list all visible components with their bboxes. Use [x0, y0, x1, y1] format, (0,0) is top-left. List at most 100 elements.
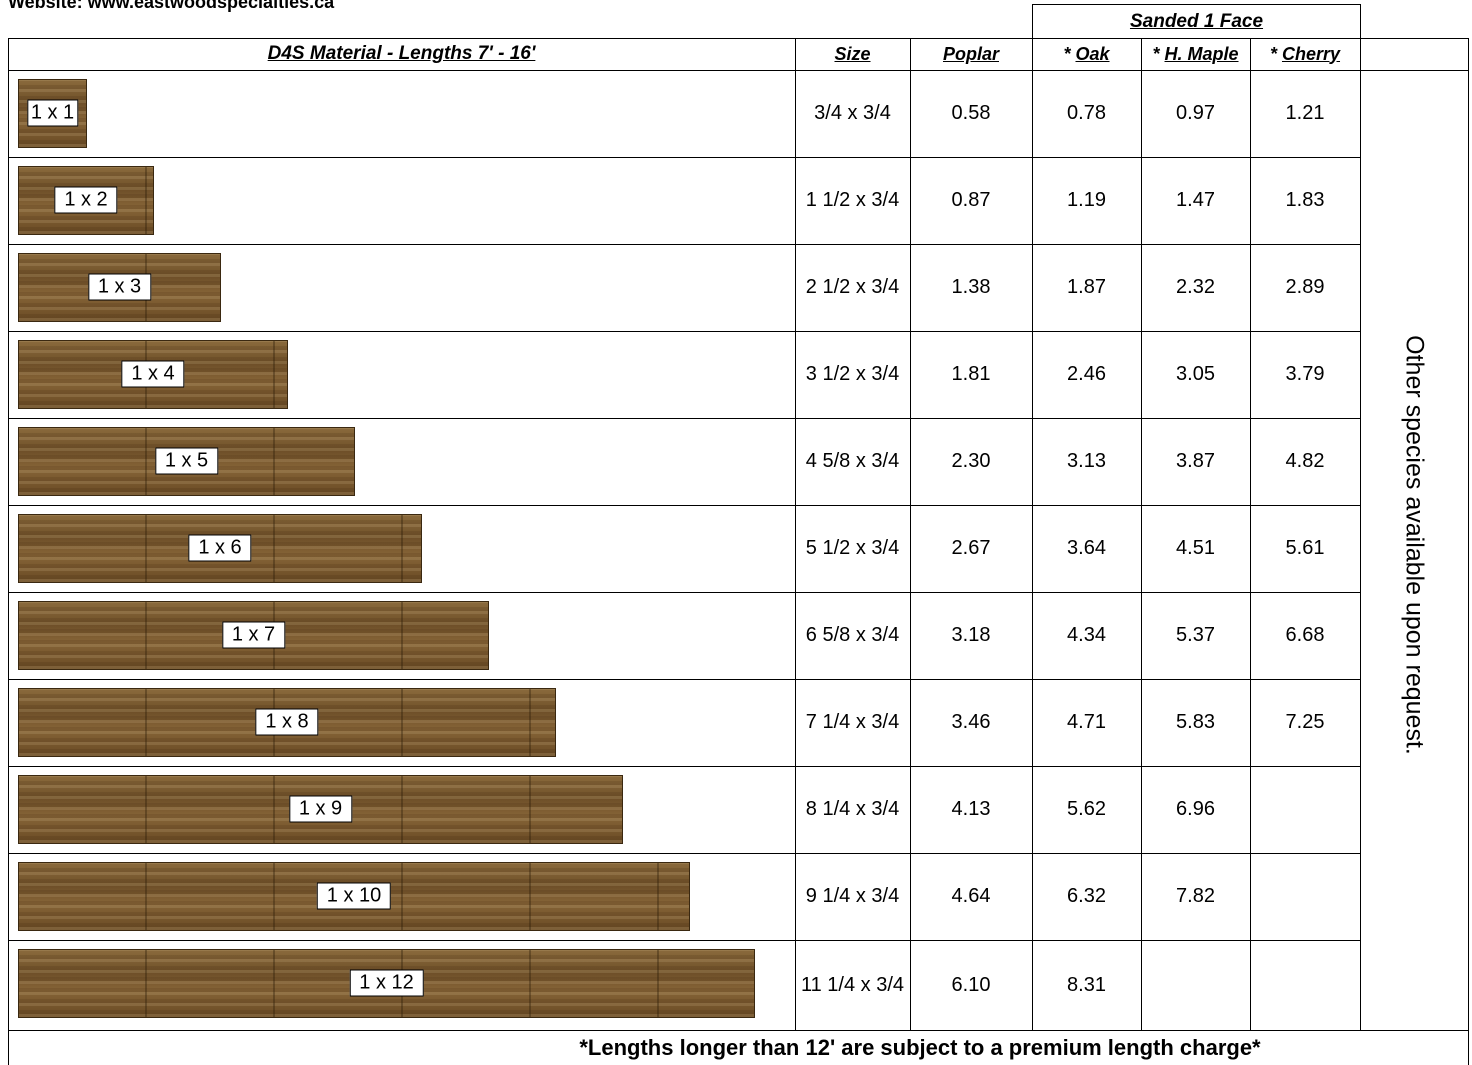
price-cell: 7.25	[1285, 711, 1325, 733]
border	[8, 70, 1469, 71]
price-cell: 0.78	[1067, 102, 1106, 124]
row-line	[8, 679, 1360, 680]
row-line	[8, 853, 1360, 854]
size-cell: 2 1/2 x 3/4	[805, 276, 900, 298]
price-cell: 3.13	[1067, 450, 1106, 472]
price-cell: 4.82	[1285, 450, 1325, 472]
price-cell: 8.31	[1067, 973, 1106, 996]
group-box	[1032, 4, 1361, 39]
title-header: D4S Material - Lengths 7' - 16'	[8, 38, 795, 70]
board-image: 1 x 10	[18, 862, 690, 931]
price-cell: 1.87	[1067, 276, 1106, 298]
column-line	[1141, 38, 1142, 1030]
price-cell: 7.82	[1176, 885, 1215, 907]
price-cell: 3.79	[1285, 363, 1325, 385]
board-image: 1 x 3	[18, 253, 221, 322]
price-cell: 2.32	[1176, 276, 1215, 298]
side-note: Other species available upon request.	[1400, 335, 1429, 755]
size-cell: 4 5/8 x 3/4	[805, 450, 900, 472]
price-cell: 3.46	[951, 711, 991, 733]
price-cell: 6.68	[1285, 624, 1325, 646]
board-image: 1 x 12	[18, 949, 755, 1018]
row-line	[8, 766, 1360, 767]
column-line	[1250, 38, 1251, 1030]
column-prefix: *	[1269, 43, 1277, 64]
board-image: 1 x 9	[18, 775, 623, 844]
price-cell: 4.51	[1176, 537, 1215, 559]
price-cell: 2.67	[951, 537, 991, 559]
price-cell: 4.71	[1067, 711, 1106, 733]
board-image: 1 x 1	[18, 79, 87, 148]
group-header: Sanded 1 Face	[1032, 4, 1361, 39]
size-cell: 3/4 x 3/4	[814, 102, 891, 124]
row-line	[8, 157, 1360, 158]
title-text: D4S Material - Lengths 7' - 16'	[267, 43, 536, 64]
size-cell: 7 1/4 x 3/4	[805, 711, 900, 733]
price-cell: 0.87	[951, 189, 991, 211]
price-cell: 2.46	[1067, 363, 1106, 385]
column-header: * Cherry	[1250, 38, 1360, 70]
board-label: 1 x 8	[255, 708, 319, 736]
board-label: 1 x 2	[54, 186, 118, 214]
column-name: Size	[834, 43, 871, 64]
row-line	[8, 244, 1360, 245]
price-cell: 6.96	[1176, 798, 1215, 820]
column-prefix: *	[1152, 43, 1160, 64]
column-header: Size	[795, 38, 910, 70]
column-prefix: *	[1063, 43, 1071, 64]
board-label: 1 x 4	[121, 360, 185, 388]
price-cell: 0.58	[951, 102, 991, 124]
price-cell: 5.83	[1176, 711, 1215, 733]
price-cell: 3.64	[1067, 537, 1106, 559]
price-cell: 3.05	[1176, 363, 1215, 385]
board-label: 1 x 1	[26, 99, 79, 127]
group-text: Sanded 1 Face	[1129, 10, 1264, 32]
border	[8, 38, 1469, 39]
column-line	[1468, 38, 1469, 1065]
price-cell: 1.19	[1067, 189, 1106, 211]
column-header: * Oak	[1032, 38, 1141, 70]
price-cell: 5.37	[1176, 624, 1215, 646]
board-image: 1 x 5	[18, 427, 355, 496]
size-cell: 8 1/4 x 3/4	[805, 798, 900, 820]
column-line	[1360, 38, 1361, 1030]
price-cell: 1.83	[1285, 189, 1325, 211]
board-label: 1 x 9	[288, 795, 353, 823]
column-line	[8, 38, 9, 1065]
price-cell: 2.30	[951, 450, 991, 472]
row-line	[8, 940, 1360, 941]
price-cell: 5.62	[1067, 798, 1106, 820]
price-cell: 1.47	[1176, 189, 1215, 211]
border	[8, 1030, 1469, 1031]
board-label: 1 x 7	[221, 621, 286, 649]
price-cell: 5.61	[1285, 537, 1325, 559]
row-line	[8, 418, 1360, 419]
price-cell: 0.97	[1176, 102, 1215, 124]
board-label: 1 x 10	[316, 882, 392, 910]
price-cell: 2.89	[1285, 276, 1325, 298]
price-cell: 1.38	[951, 276, 991, 298]
price-cell: 4.64	[951, 885, 991, 907]
column-name: Oak	[1075, 43, 1110, 64]
size-cell: 11 1/4 x 3/4	[800, 973, 905, 996]
board-label: 1 x 12	[349, 969, 424, 997]
board-image: 1 x 4	[18, 340, 288, 409]
column-line	[1032, 38, 1033, 1030]
price-cell: 6.32	[1067, 885, 1106, 907]
price-cell: 4.13	[951, 798, 991, 820]
board-image: 1 x 8	[18, 688, 556, 757]
column-name: H. Maple	[1164, 43, 1239, 64]
column-name: Poplar	[942, 43, 999, 64]
footer-note: *Lengths longer than 12' are subject to …	[579, 1034, 1261, 1060]
size-cell: 6 5/8 x 3/4	[805, 624, 900, 646]
size-cell: 1 1/2 x 3/4	[805, 189, 900, 211]
size-cell: 3 1/2 x 3/4	[805, 363, 900, 385]
board-image: 1 x 6	[18, 514, 422, 583]
board-label: 1 x 6	[188, 534, 252, 562]
row-line	[8, 592, 1360, 593]
size-cell: 5 1/2 x 3/4	[805, 537, 900, 559]
price-cell: 3.18	[951, 624, 991, 646]
row-line	[8, 331, 1360, 332]
board-image: 1 x 7	[18, 601, 489, 670]
